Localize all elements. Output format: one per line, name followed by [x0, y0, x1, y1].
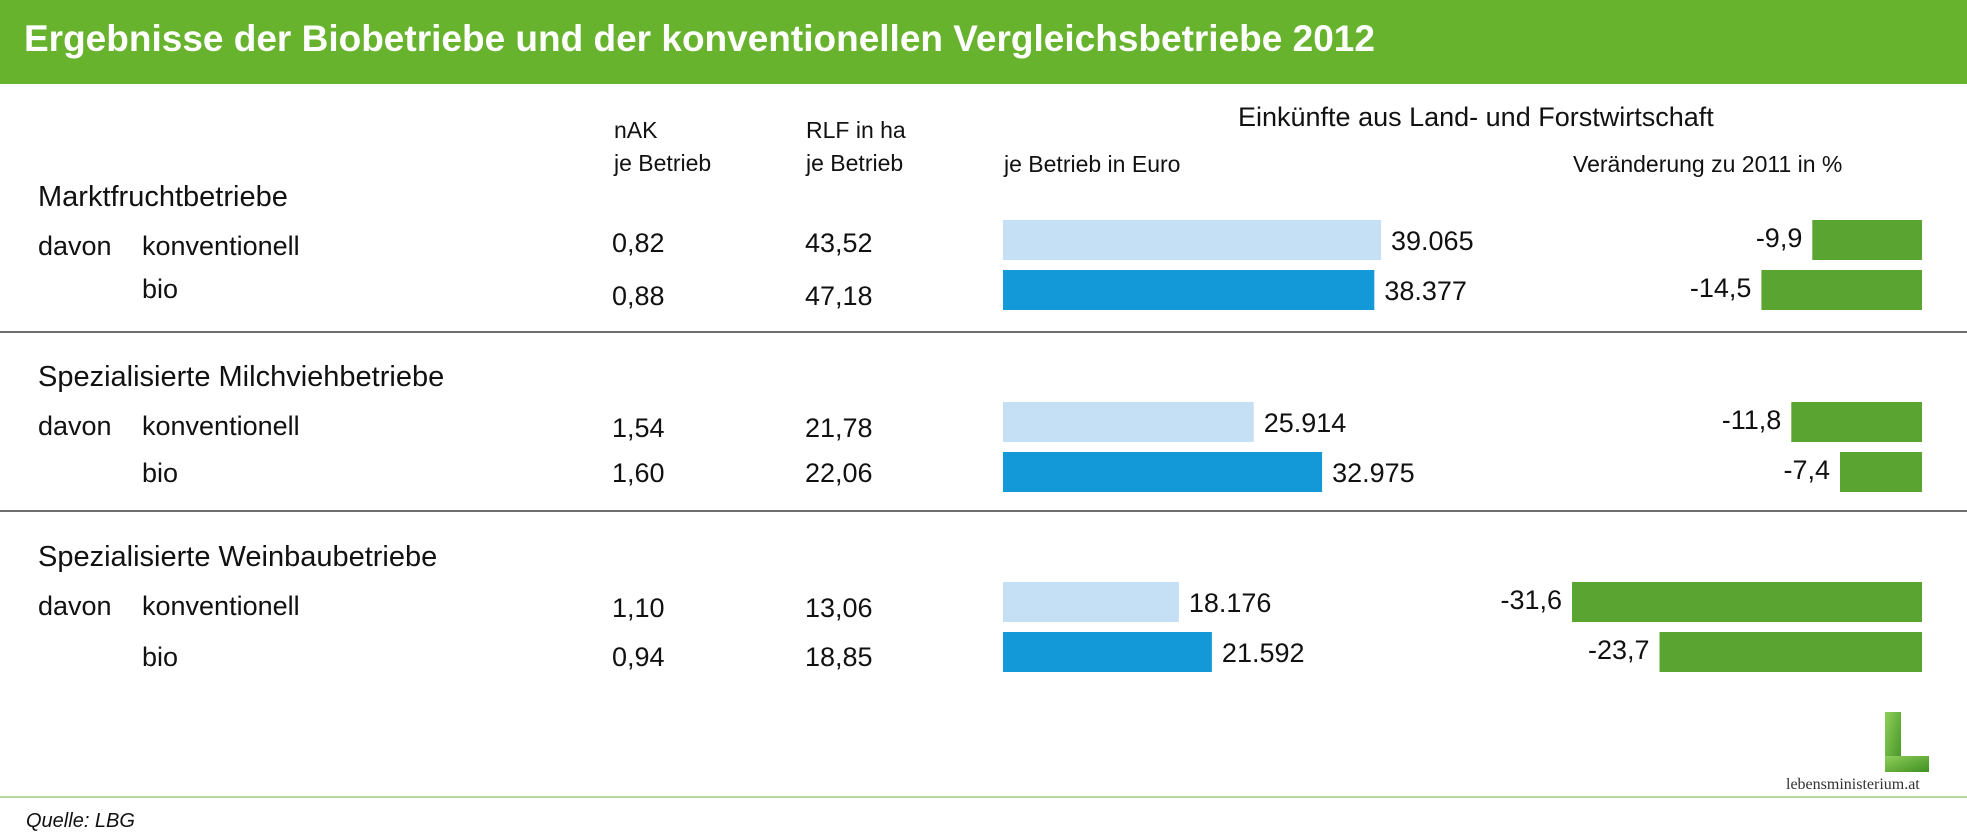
income-bar-bio: [1003, 632, 1212, 672]
header-rlf-line1: RLF in ha: [806, 117, 906, 143]
change-bar-konventionell: [1791, 402, 1922, 442]
row-type-label: konventionell: [142, 591, 300, 621]
davon-label: davon: [38, 591, 112, 621]
rlf-value: 22,06: [805, 458, 873, 488]
source-note: Quelle: LBG: [26, 810, 135, 832]
davon-label: davon: [38, 231, 112, 261]
income-bar-konventionell: [1003, 220, 1381, 260]
income-value-label: 32.975: [1332, 458, 1415, 488]
change-value-label: -14,5: [1690, 273, 1752, 303]
nak-value: 0,94: [612, 642, 665, 672]
row-type-label: bio: [142, 642, 179, 672]
group-separator: [0, 331, 1967, 333]
footer-separator: [0, 796, 1967, 798]
group-title-milchvieh: Spezialisierte Milchviehbetriebe: [38, 361, 445, 393]
rlf-value: 21,78: [805, 413, 873, 443]
group-title-weinbau: Spezialisierte Weinbaubetriebe: [38, 541, 438, 573]
income-value-label: 18.176: [1189, 588, 1272, 618]
rlf-value: 18,85: [805, 642, 873, 672]
income-value-label: 38.377: [1384, 276, 1467, 306]
header-rlf: RLF in ha je Betrieb: [806, 114, 906, 180]
nak-value: 1,60: [612, 458, 665, 488]
nak-value: 0,82: [612, 228, 665, 258]
change-value-label: -31,6: [1500, 585, 1562, 615]
income-bar-bio: [1003, 270, 1375, 310]
change-bar-konventionell: [1812, 220, 1922, 260]
chart-title: Ergebnisse der Biobetriebe und der konve…: [24, 18, 1375, 59]
income-value-label: 21.592: [1222, 638, 1305, 668]
davon-label: davon: [38, 411, 112, 441]
change-bar-bio: [1840, 452, 1922, 492]
lebensministerium-logo-icon: [1885, 712, 1929, 772]
header-nak-line1: nAK: [614, 117, 658, 143]
change-value-label: -11,8: [1722, 405, 1782, 435]
income-bar-konventionell: [1003, 582, 1179, 622]
rlf-value: 13,06: [805, 593, 873, 623]
header-nak-line2: je Betrieb: [614, 150, 712, 176]
rlf-value: 47,18: [805, 281, 873, 311]
group-separator: [0, 510, 1967, 512]
logo-text: lebensministerium.at: [1786, 776, 1920, 793]
header-nak: nAK je Betrieb: [614, 114, 711, 180]
nak-value: 1,10: [612, 593, 665, 623]
change-value-label: -7,4: [1784, 455, 1831, 485]
row-type-label: konventionell: [142, 411, 300, 441]
header-change: Veränderung zu 2011 in %: [1573, 151, 1843, 177]
change-bar-bio: [1761, 270, 1922, 310]
group-title-marktfrucht: Marktfruchtbetriebe: [38, 181, 288, 213]
nak-value: 1,54: [612, 413, 665, 443]
change-bar-konventionell: [1572, 582, 1922, 622]
nak-value: 0,88: [612, 281, 665, 311]
row-type-label: bio: [142, 274, 179, 304]
row-type-label: konventionell: [142, 231, 300, 261]
header-rlf-line2: je Betrieb: [806, 150, 904, 176]
header-euro: je Betrieb in Euro: [1004, 151, 1181, 177]
income-value-label: 39.065: [1391, 226, 1474, 256]
change-bar-bio: [1659, 632, 1922, 672]
income-bar-bio: [1003, 452, 1323, 492]
rlf-value: 43,52: [805, 228, 873, 258]
income-bar-konventionell: [1003, 402, 1254, 442]
income-value-label: 25.914: [1264, 408, 1347, 438]
title-banner: Ergebnisse der Biobetriebe und der konve…: [0, 0, 1967, 84]
change-value-label: -9,9: [1756, 223, 1803, 253]
change-value-label: -23,7: [1588, 635, 1650, 665]
header-einkuenfte: Einkünfte aus Land- und Forstwirtschaft: [1238, 102, 1714, 132]
row-type-label: bio: [142, 458, 179, 488]
